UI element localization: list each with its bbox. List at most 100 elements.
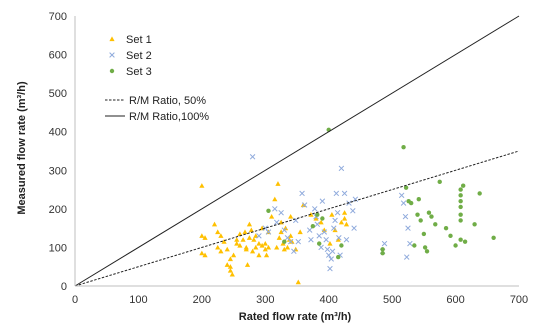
data-point: [215, 229, 221, 235]
y-tick-label: 300: [49, 165, 67, 177]
data-point: [336, 254, 341, 260]
data-point: [398, 192, 405, 199]
data-point: [282, 225, 289, 231]
y-tick-label: 400: [49, 127, 67, 139]
data-point: [426, 210, 432, 215]
data-point: [276, 235, 282, 240]
data-point: [329, 212, 335, 217]
data-point: [244, 262, 251, 267]
data-point: [408, 200, 414, 206]
legend-item: Set 1: [109, 34, 152, 46]
data-point: [332, 217, 338, 224]
data-point: [352, 196, 359, 202]
data-point: [256, 233, 262, 239]
data-point: [230, 252, 237, 258]
data-point: [412, 243, 417, 248]
data-point: [240, 237, 246, 242]
data-point: [246, 235, 253, 240]
data-point: [211, 221, 218, 227]
data-point: [341, 190, 348, 197]
data-point: [433, 222, 438, 227]
data-point: [310, 224, 316, 229]
axes: 0 100 200 300 400 500 600 700 0 100 200 300 400 500 60…: [49, 11, 529, 306]
data-point: [237, 231, 243, 237]
data-point: [202, 252, 208, 258]
data-point: [443, 225, 449, 231]
data-point: [301, 202, 308, 208]
data-point: [256, 252, 262, 258]
data-point: [269, 213, 275, 219]
data-point: [460, 183, 466, 188]
data-point: [422, 245, 428, 250]
data-point: [289, 239, 295, 244]
data-point: [227, 267, 233, 273]
data-point: [308, 236, 314, 243]
data-point: [453, 243, 458, 248]
data-point: [341, 215, 348, 221]
data-point: [295, 238, 302, 245]
data-point: [318, 244, 324, 251]
data-point: [343, 221, 350, 227]
data-point: [405, 225, 411, 231]
legend-marker: [109, 36, 115, 42]
data-point: [339, 243, 344, 248]
data-point: [288, 213, 294, 219]
data-point: [224, 262, 230, 267]
data-point: [308, 212, 314, 217]
data-point: [234, 237, 240, 242]
data-point: [278, 229, 284, 235]
data-point: [300, 202, 306, 208]
data-point: [253, 244, 259, 250]
data-point: [341, 210, 348, 215]
data-point: [242, 229, 248, 235]
data-point: [215, 244, 221, 250]
data-point: [274, 244, 280, 250]
data-point: [306, 227, 313, 233]
data-point: [462, 239, 468, 244]
data-point: [333, 190, 340, 197]
data-point: [287, 238, 294, 245]
data-point: [402, 213, 409, 220]
data-point: [403, 185, 409, 190]
data-point: [343, 236, 350, 243]
data-point: [418, 218, 423, 223]
data-point: [291, 248, 297, 255]
data-point: [318, 219, 324, 225]
x-tick-label: 200: [193, 294, 211, 306]
x-tick-label: 600: [446, 294, 464, 306]
data-point: [314, 221, 321, 228]
data-point: [415, 212, 420, 217]
legend-label: R/M Ratio, 50%: [129, 95, 206, 107]
legend-item: R/M Ratio, 50%: [105, 95, 206, 107]
data-point: [400, 200, 407, 206]
data-point: [407, 240, 413, 247]
legend-label: Set 1: [126, 34, 152, 46]
ratio-50-line: [74, 150, 520, 287]
data-point: [351, 225, 357, 231]
data-point: [320, 216, 325, 221]
data-point: [335, 237, 341, 242]
legend-item: Set 2: [109, 50, 152, 62]
data-point: [272, 206, 278, 212]
data-point: [199, 233, 205, 238]
data-point: [253, 233, 259, 238]
ratio-100-line: [74, 15, 520, 287]
data-point: [380, 247, 385, 252]
legend-label: R/M Ratio,100%: [129, 111, 209, 123]
data-point: [249, 154, 256, 160]
data-point: [381, 240, 388, 247]
y-tick-label: 600: [49, 50, 67, 62]
data-point: [336, 235, 342, 241]
series-set-3: [266, 127, 496, 260]
data-point: [288, 233, 294, 238]
data-point: [334, 209, 341, 216]
legend-marker: [109, 52, 115, 58]
data-point: [327, 240, 333, 246]
data-point: [199, 183, 205, 188]
data-point: [243, 246, 249, 252]
data-point: [329, 248, 336, 255]
data-point: [331, 225, 337, 231]
data-point: [338, 165, 345, 172]
legend-label: Set 2: [126, 50, 152, 62]
